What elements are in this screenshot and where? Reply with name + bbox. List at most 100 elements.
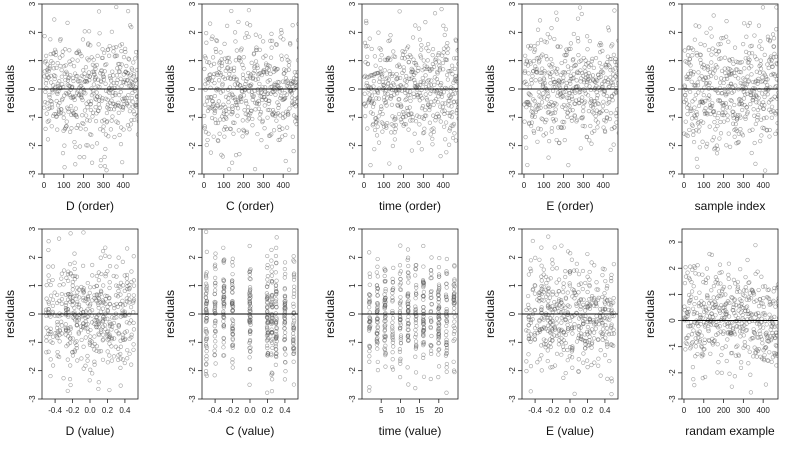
data-point: [230, 337, 235, 342]
data-point: [46, 309, 51, 314]
data-point: [700, 272, 705, 277]
data-point: [456, 101, 458, 106]
data-point: [275, 111, 281, 116]
data-point: [267, 64, 272, 69]
data-point: [691, 69, 696, 75]
data-point: [216, 138, 221, 144]
data-point: [58, 36, 63, 42]
data-point: [569, 94, 574, 99]
data-point: [61, 376, 66, 381]
data-point: [120, 160, 125, 165]
data-point: [204, 330, 209, 336]
data-point: [389, 130, 394, 135]
data-point: [443, 137, 448, 142]
data-point: [436, 306, 441, 312]
data-point: [59, 107, 64, 112]
data-point: [204, 249, 209, 254]
data-point: [274, 291, 279, 297]
data-point: [568, 46, 573, 51]
data-point: [581, 55, 586, 61]
data-point: [583, 280, 588, 286]
data-point: [593, 118, 598, 123]
data-point: [406, 314, 411, 319]
data-point: [444, 348, 449, 353]
data-point: [533, 109, 538, 114]
data-point: [711, 135, 716, 140]
data-point: [230, 93, 235, 98]
data-point: [729, 98, 734, 104]
data-point: [695, 263, 700, 268]
data-point: [693, 336, 698, 341]
data-point: [221, 111, 226, 116]
data-point: [537, 357, 542, 362]
data-point: [89, 55, 94, 60]
data-point: [107, 296, 112, 301]
data-point: [238, 59, 243, 64]
data-point: [561, 125, 566, 130]
data-point: [598, 314, 603, 319]
data-point: [743, 86, 749, 91]
data-point: [74, 301, 80, 307]
data-point: [563, 106, 568, 111]
data-point: [269, 329, 274, 335]
data-point: [609, 272, 614, 277]
data-point: [532, 47, 538, 52]
data-point: [221, 258, 226, 263]
data-point: [124, 100, 129, 105]
data-point: [542, 81, 548, 86]
data-point: [732, 45, 738, 50]
data-point: [247, 338, 253, 343]
y-tick-label: 0: [348, 86, 357, 91]
data-point: [265, 346, 270, 351]
data-point: [103, 146, 108, 152]
data-point: [79, 95, 84, 100]
data-point: [563, 371, 568, 376]
data-point: [362, 91, 367, 96]
data-point: [438, 90, 444, 95]
data-point: [744, 34, 749, 39]
data-point: [291, 349, 297, 354]
data-point: [593, 326, 598, 331]
data-point: [689, 294, 694, 299]
data-point: [93, 66, 98, 71]
data-point: [444, 345, 450, 350]
data-point: [414, 324, 419, 329]
data-point: [738, 127, 743, 132]
data-point: [567, 98, 572, 103]
data-point: [65, 297, 71, 302]
data-point: [578, 336, 583, 341]
data-point: [270, 304, 275, 309]
x-tick-label: 300: [417, 181, 431, 190]
data-point: [614, 85, 618, 91]
data-point: [269, 258, 274, 263]
y-tick-label: 0: [28, 86, 37, 91]
data-point: [212, 108, 218, 114]
data-point: [76, 330, 81, 335]
data-point: [229, 280, 235, 285]
data-point: [124, 63, 129, 69]
data-point: [282, 303, 288, 308]
data-point: [205, 108, 211, 114]
data-point: [106, 53, 112, 58]
data-point: [390, 276, 395, 282]
data-point: [709, 34, 714, 39]
data-point: [99, 79, 104, 85]
data-point: [118, 338, 123, 343]
data-point: [600, 48, 605, 53]
data-point: [760, 311, 765, 316]
data-point: [221, 323, 226, 328]
data-point: [204, 357, 209, 362]
data-point: [247, 340, 252, 346]
data-point: [565, 328, 571, 333]
data-point: [739, 101, 744, 106]
x-axis-label: E (value): [546, 424, 594, 438]
data-point: [266, 91, 271, 96]
data-point: [122, 312, 127, 318]
data-point: [121, 54, 127, 60]
data-point: [63, 47, 68, 52]
data-point: [542, 39, 547, 44]
data-point: [391, 344, 396, 349]
data-point: [78, 84, 83, 89]
data-point: [604, 315, 610, 320]
data-point: [118, 356, 123, 361]
